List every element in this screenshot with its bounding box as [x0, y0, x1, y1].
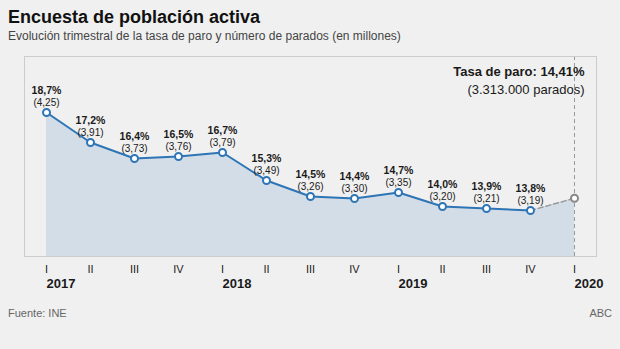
- svg-text:15,3%: 15,3%: [252, 152, 282, 164]
- svg-text:2017: 2017: [47, 276, 76, 291]
- svg-text:(3,49): (3,49): [253, 165, 279, 176]
- svg-text:16,5%: 16,5%: [164, 128, 194, 140]
- html-text:Evolución trimestral de la tas: Evolución trimestral de la tasa de paro …: [8, 29, 401, 43]
- svg-text:IV: IV: [349, 263, 360, 275]
- svg-text:(3,91): (3,91): [77, 127, 103, 138]
- svg-text:14,0%: 14,0%: [428, 178, 458, 190]
- html-text:Encuesta de población activa: Encuesta de población activa: [8, 7, 261, 27]
- svg-text:2019: 2019: [399, 276, 428, 291]
- svg-text:(3.313.000 parados): (3.313.000 parados): [467, 82, 584, 97]
- svg-text:13,9%: 13,9%: [472, 180, 502, 192]
- html-text:Fuente: INE: Fuente: INE: [8, 307, 67, 319]
- svg-text:(4,25): (4,25): [33, 97, 59, 108]
- svg-text:2020: 2020: [575, 276, 604, 291]
- svg-text:(3,73): (3,73): [121, 143, 147, 154]
- svg-text:Tasa de paro: 14,41%: Tasa de paro: 14,41%: [453, 64, 585, 79]
- svg-text:(3,19): (3,19): [517, 195, 543, 206]
- svg-text:(3,79): (3,79): [209, 137, 235, 148]
- svg-text:(3,26): (3,26): [297, 181, 323, 192]
- svg-text:I: I: [221, 263, 224, 275]
- svg-text:(3,21): (3,21): [473, 193, 499, 204]
- svg-text:I: I: [397, 263, 400, 275]
- svg-text:IV: IV: [173, 263, 184, 275]
- svg-text:(3,20): (3,20): [429, 191, 455, 202]
- svg-text:2018: 2018: [223, 276, 252, 291]
- svg-text:II: II: [87, 263, 93, 275]
- svg-text:II: II: [263, 263, 269, 275]
- svg-text:I: I: [573, 263, 576, 275]
- svg-text:I: I: [45, 263, 48, 275]
- svg-text:III: III: [130, 263, 139, 275]
- svg-text:(3,30): (3,30): [341, 183, 367, 194]
- svg-text:(3,76): (3,76): [165, 141, 191, 152]
- svg-text:14,5%: 14,5%: [296, 168, 326, 180]
- svg-text:18,7%: 18,7%: [32, 84, 62, 96]
- svg-text:17,2%: 17,2%: [76, 114, 106, 126]
- svg-text:14,7%: 14,7%: [384, 164, 414, 176]
- svg-text:16,4%: 16,4%: [120, 130, 150, 142]
- svg-text:16,7%: 16,7%: [208, 124, 238, 136]
- svg-text:III: III: [306, 263, 315, 275]
- svg-text:(3,35): (3,35): [385, 177, 411, 188]
- svg-text:14,4%: 14,4%: [340, 170, 370, 182]
- svg-text:II: II: [439, 263, 445, 275]
- html-text:ABC: ABC: [589, 307, 612, 319]
- svg-text:13,8%: 13,8%: [516, 182, 546, 194]
- svg-text:III: III: [482, 263, 491, 275]
- svg-text:IV: IV: [525, 263, 536, 275]
